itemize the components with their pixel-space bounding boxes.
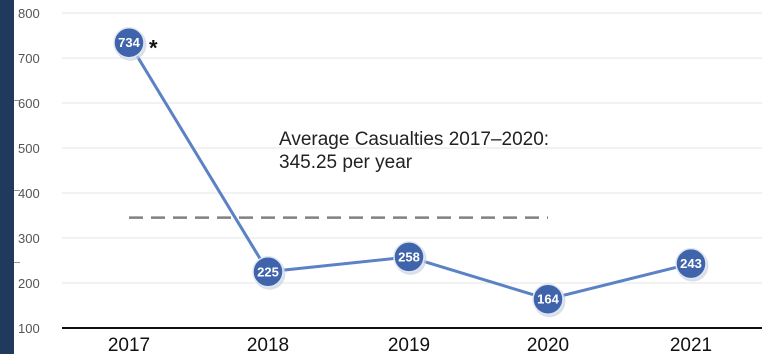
annotation-line-2: 345.25 per year — [279, 152, 413, 173]
y-tick-label: 800 — [18, 6, 40, 21]
x-tick-label: 2020 — [527, 335, 569, 354]
data-label: 243 — [680, 256, 702, 271]
footnote-asterisk: * — [149, 36, 158, 61]
y-tick-label: 700 — [18, 51, 40, 66]
y-tick-label: 400 — [18, 186, 40, 201]
annotation-line-1: Average Casualties 2017–2020: — [279, 129, 549, 150]
y-tick-label: 200 — [18, 276, 40, 291]
y-tick-label: 300 — [18, 231, 40, 246]
x-tick-label: 2021 — [670, 335, 712, 354]
data-label: 164 — [537, 292, 559, 307]
y-tick-label: 100 — [18, 321, 40, 336]
x-axis-ticks: 2017 2018 2019 2020 2021 — [108, 335, 712, 354]
data-label: 258 — [398, 249, 420, 264]
data-label: 734 — [118, 35, 140, 50]
x-tick-label: 2018 — [247, 335, 289, 354]
x-tick-label: 2017 — [108, 335, 150, 354]
x-tick-label: 2019 — [388, 335, 430, 354]
data-label: 225 — [257, 264, 279, 279]
y-axis-ticks: 100 200 300 400 500 600 700 800 — [18, 6, 40, 336]
y-tick-label: 500 — [18, 141, 40, 156]
y-tick-label: 600 — [18, 96, 40, 111]
